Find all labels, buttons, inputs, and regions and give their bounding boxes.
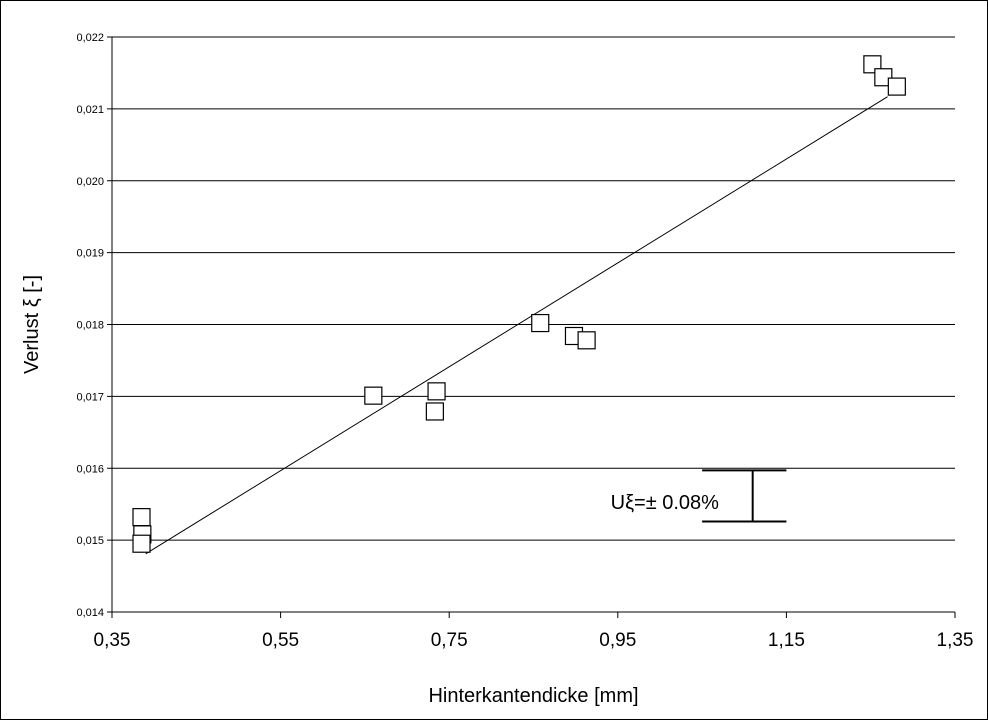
trendline [145, 96, 888, 555]
trendline-segment [145, 96, 888, 555]
data-point [425, 402, 444, 421]
y-tick-label: 0,021 [76, 104, 104, 116]
y-tick-label: 0,017 [76, 391, 104, 403]
y-tick-label: 0,022 [76, 32, 104, 44]
y-tick-label: 0,016 [76, 463, 104, 475]
x-tick-labels: 0,35 0,55 0,75 0,95 1,15 1,35 [94, 630, 974, 651]
x-tick-label: 0,35 [94, 630, 131, 651]
y-tick-labels: 0,014 0,015 0,016 0,017 0,018 0,019 0,020 0,021… [76, 32, 104, 619]
y-tick-label: 0,020 [76, 176, 104, 188]
annotation-text: Uξ=± 0.08% [611, 492, 720, 514]
data-point [427, 382, 446, 401]
data-points [132, 55, 906, 553]
y-tick-label: 0,018 [76, 320, 104, 332]
axes [107, 36, 956, 618]
y-tick-label: 0,014 [76, 607, 104, 619]
data-point [874, 68, 893, 87]
grid-lines [112, 36, 955, 541]
x-tick-label: 0,75 [431, 630, 468, 651]
data-point [531, 313, 550, 333]
data-point [364, 386, 383, 405]
annotations: Uξ=± 0.08% [611, 469, 787, 523]
y-axis-label: Verlust ξ [-] [21, 275, 43, 374]
x-tick-label: 0,95 [599, 630, 636, 651]
x-axis-label: Hinterkantendicke [mm] [428, 685, 638, 707]
data-point [132, 508, 151, 527]
y-tick-label: 0,019 [76, 248, 104, 260]
data-point [577, 331, 596, 350]
x-tick-label: 1,35 [937, 630, 974, 651]
y-tick-label: 0,015 [76, 535, 104, 547]
x-tick-label: 0,55 [262, 630, 299, 651]
data-point [887, 77, 906, 96]
x-tick-label: 1,15 [768, 630, 805, 651]
data-point [132, 534, 151, 553]
